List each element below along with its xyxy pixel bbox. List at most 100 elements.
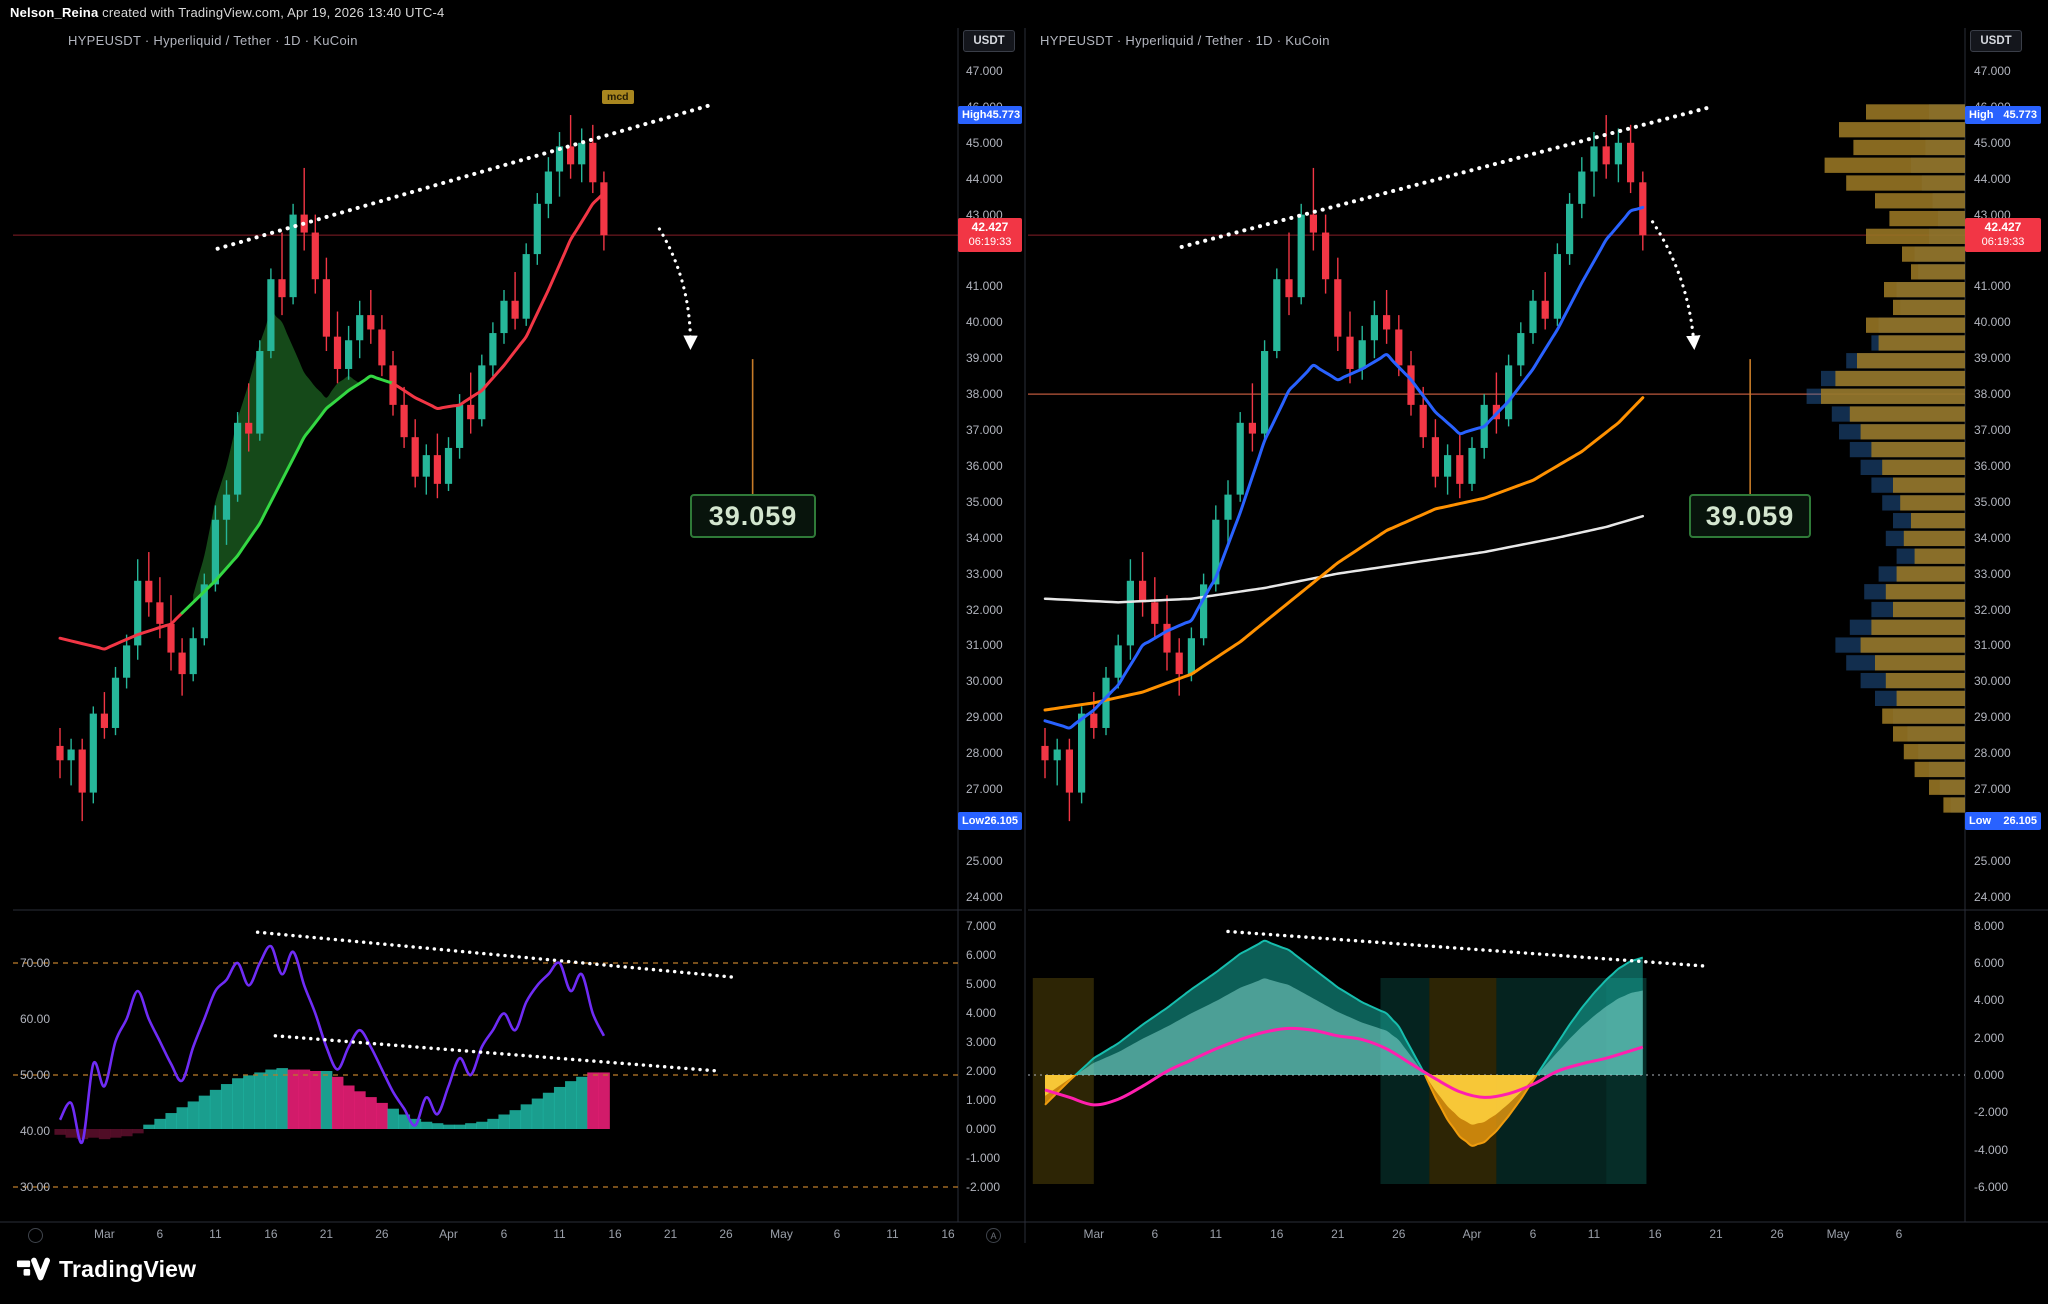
price-tick-label: 45.000 — [1974, 135, 2011, 150]
time-tick-label: May — [770, 1227, 793, 1241]
time-tick-label: 21 — [1709, 1227, 1723, 1241]
time-tick-label: 6 — [1529, 1227, 1537, 1241]
time-tick-label: 26 — [1392, 1227, 1406, 1241]
price-tick-label: 39.000 — [966, 351, 1003, 366]
price-tick-label: 44.000 — [966, 171, 1003, 186]
time-tick-label: 16 — [1270, 1227, 1284, 1241]
price-tick-label: 29.000 — [966, 710, 1003, 725]
mcd-label[interactable]: mcd — [602, 90, 634, 104]
time-tick-label: 11 — [553, 1227, 566, 1241]
time-tick-label: 11 — [1587, 1227, 1601, 1241]
oscillator-tick-label: 6.000 — [1974, 956, 2005, 971]
price-tick-label: 41.000 — [966, 279, 1003, 294]
time-tick-label: 6 — [156, 1227, 164, 1241]
price-tick-label: 27.000 — [966, 782, 1003, 796]
tradingview-wordmark: TradingView — [59, 1255, 197, 1282]
oscillator-tick-label: -2.000 — [1974, 1105, 2009, 1120]
watermark-attribution: Nelson_Reina created with TradingView.co… — [10, 5, 444, 20]
price-tick-label: 33.000 — [1974, 566, 2011, 581]
momentum-tick-label: 3.000 — [966, 1035, 997, 1049]
momentum-tick-label: 1.000 — [966, 1093, 997, 1107]
price-tick-label: 28.000 — [1974, 746, 2011, 761]
watermark-text: created with TradingView.com, Apr 19, 20… — [98, 5, 445, 20]
time-tick-label: Mar — [94, 1227, 115, 1241]
tradingview-logo[interactable]: TradingView — [16, 1254, 196, 1284]
price-tick-label: 38.000 — [1974, 387, 2011, 402]
price-tick-label: 47.000 — [1974, 64, 2011, 78]
low-price-badge-left: Low 26.105 — [958, 812, 1022, 830]
time-tick-label: 6 — [833, 1227, 841, 1241]
time-tick-label: Apr — [1462, 1227, 1482, 1241]
price-tick-label: 40.000 — [1974, 315, 2011, 330]
price-tick-label: 27.000 — [1974, 782, 2011, 796]
rsi-tick-label: 50.00 — [20, 1068, 51, 1082]
countdown-timer: 06:19:33 — [968, 236, 1012, 248]
price-tick-label: 25.000 — [966, 853, 1003, 868]
oscillator-tick-label: 2.000 — [1974, 1030, 2005, 1045]
price-tick-label: 30.000 — [1974, 674, 2011, 689]
time-tick-label: 11 — [1209, 1227, 1223, 1241]
countdown-timer: 06:19:33 — [1981, 236, 2025, 248]
time-tick-label: Apr — [439, 1227, 458, 1241]
symbol-title-right[interactable]: HYPEUSDT · Hyperliquid / Tether · 1D · K… — [1040, 33, 1330, 48]
time-tick-label: 6 — [1895, 1227, 1903, 1241]
currency-badge-left[interactable]: USDT — [963, 30, 1015, 52]
time-tick-label: 26 — [1770, 1227, 1784, 1241]
price-tick-label: 31.000 — [1974, 638, 2011, 653]
rsi-tick-label: 70.00 — [20, 956, 51, 970]
time-tick-label: 11 — [886, 1227, 899, 1241]
tradingview-mark-icon — [16, 1257, 50, 1281]
momentum-tick-label: -2.000 — [966, 1180, 1001, 1194]
price-tick-label: 45.000 — [966, 135, 1003, 150]
auto-scale-icon[interactable]: A — [986, 1228, 1001, 1243]
oscillator-tick-label: 0.000 — [1974, 1068, 2005, 1082]
time-tick-label: 26 — [375, 1227, 389, 1241]
price-tick-label: 35.000 — [1974, 494, 2011, 509]
price-tick-label: 37.000 — [966, 423, 1003, 437]
time-tick-label: May — [1826, 1227, 1850, 1241]
price-tick-label: 24.000 — [1974, 889, 2011, 904]
price-target-label-left[interactable]: 39.059 — [690, 494, 816, 538]
oscillator-tick-label: -4.000 — [1974, 1142, 2009, 1157]
price-tick-label: 35.000 — [966, 494, 1003, 509]
price-target-label-right[interactable]: 39.059 — [1689, 494, 1811, 538]
oscillator-tick-label: -6.000 — [1974, 1179, 2009, 1194]
time-tick-label: 16 — [608, 1227, 622, 1241]
rsi-tick-label: 60.00 — [20, 1012, 51, 1026]
high-price-badge-left: High 45.773 — [958, 106, 1022, 124]
price-tick-label: 40.000 — [966, 315, 1003, 330]
time-tick-label: Mar — [1083, 1227, 1105, 1241]
time-tick-label: 26 — [719, 1227, 733, 1241]
price-tick-label: 34.000 — [966, 530, 1003, 545]
high-price-badge-right: High 45.773 — [1965, 106, 2041, 124]
price-tick-label: 34.000 — [1974, 530, 2011, 545]
axis-settings-icon[interactable] — [28, 1228, 43, 1243]
last-price-badge-left: 42.427 06:19:33 — [958, 218, 1022, 252]
price-tick-label: 36.000 — [966, 458, 1003, 473]
time-tick-label: 16 — [941, 1227, 955, 1241]
time-tick-label: 11 — [209, 1227, 222, 1241]
oscillator-tick-label: 4.000 — [1974, 993, 2005, 1008]
symbol-title-left[interactable]: HYPEUSDT · Hyperliquid / Tether · 1D · K… — [68, 33, 358, 48]
rsi-tick-label: 40.00 — [20, 1124, 51, 1138]
price-tick-label: 33.000 — [966, 566, 1003, 581]
time-tick-label: 21 — [1331, 1227, 1345, 1241]
momentum-tick-label: 5.000 — [966, 977, 997, 991]
price-tick-label: 38.000 — [966, 387, 1003, 402]
price-tick-label: 31.000 — [966, 638, 1003, 653]
price-tick-label: 32.000 — [966, 602, 1003, 617]
price-tick-label: 30.000 — [966, 674, 1003, 689]
price-tick-label: 29.000 — [1974, 710, 2011, 725]
time-tick-label: 21 — [319, 1227, 334, 1241]
price-tick-label: 37.000 — [1974, 423, 2011, 437]
oscillator-tick-label: 8.000 — [1974, 918, 2005, 933]
momentum-tick-label: 6.000 — [966, 948, 997, 962]
currency-badge-right[interactable]: USDT — [1970, 30, 2022, 52]
momentum-tick-label: 4.000 — [966, 1006, 997, 1020]
time-tick-label: 21 — [663, 1227, 678, 1241]
price-tick-label: 24.000 — [966, 889, 1003, 904]
price-tick-label: 32.000 — [1974, 602, 2011, 617]
time-axis[interactable] — [0, 1222, 2048, 1246]
time-tick-label: 6 — [500, 1227, 508, 1241]
